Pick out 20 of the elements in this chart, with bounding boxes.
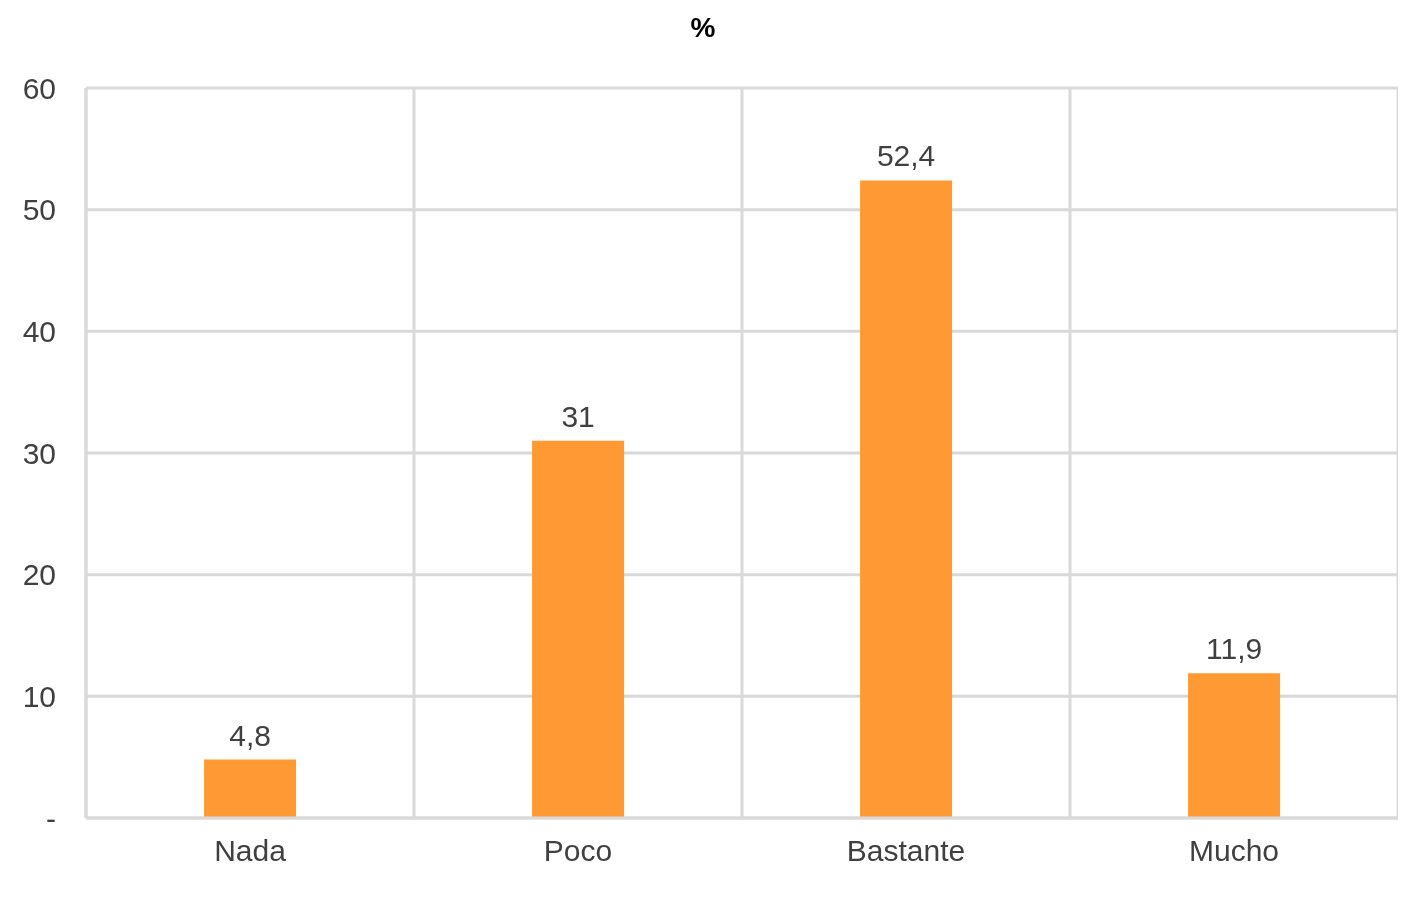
x-tick-label: Nada (214, 834, 287, 868)
x-tick-label: Poco (543, 834, 613, 868)
y-tick-label: 30 (22, 436, 56, 470)
chart-title: % (689, 11, 717, 45)
y-tick-label: 50 (22, 193, 56, 227)
data-label: 4,8 (229, 718, 271, 752)
y-tick-label: 60 (22, 71, 56, 105)
data-label: 52,4 (876, 139, 936, 173)
y-tick-label: 40 (22, 314, 56, 348)
bar (860, 180, 953, 818)
bar (1188, 673, 1281, 818)
x-tick-label: Mucho (1188, 834, 1280, 868)
y-tick-label: 10 (22, 679, 56, 713)
y-tick-label: - (46, 801, 56, 835)
data-label: 31 (561, 399, 595, 433)
x-tick-label: Bastante (846, 834, 966, 868)
data-label: 11,9 (1205, 632, 1263, 666)
bar (532, 440, 625, 818)
y-tick-label: 20 (22, 558, 56, 592)
bar (204, 759, 297, 818)
